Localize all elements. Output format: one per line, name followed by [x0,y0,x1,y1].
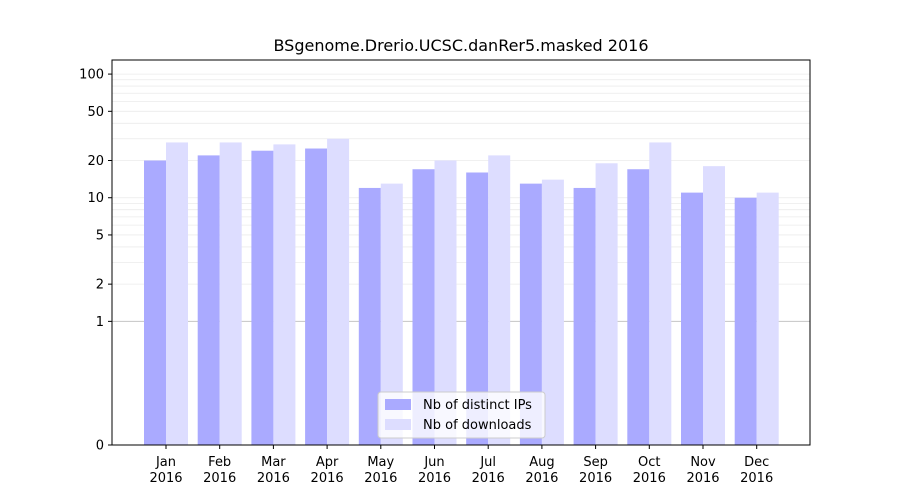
y-tick-label: 1 [96,315,104,330]
x-tick-label: Mar 2016 [257,455,290,486]
bar [734,197,757,445]
x-tick-label: Apr 2016 [311,455,344,486]
plot-frame [111,59,811,446]
bar [197,155,220,445]
x-tick-label: Jan 2016 [149,455,182,486]
bar [273,144,296,445]
bar [251,150,274,445]
bar [627,169,650,445]
x-tick-label: Jun 2016 [418,455,451,486]
grid-lines [112,73,810,322]
x-tick-label: Sep 2016 [579,455,612,486]
y-axis: 0 1 2 5 10 20 50 100 [79,68,112,454]
y-tick-label: 20 [87,154,104,169]
bar [649,142,672,445]
y-tick-label: 100 [79,68,104,83]
bar [166,142,188,445]
bar [681,192,703,445]
bar [488,155,511,445]
bar [305,148,328,445]
x-tick-label: Feb 2016 [203,455,236,486]
bar [519,183,542,445]
bar [434,160,457,445]
x-tick-label: Oct 2016 [633,455,666,486]
x-tick-label: Jul 2016 [472,455,505,486]
bar [595,163,618,445]
x-tick-label: May 2016 [364,455,397,486]
bar [466,172,489,446]
y-tick-label: 5 [96,228,104,243]
bar [380,183,403,445]
legend: Nb of distinct IPs Nb of downloads [377,391,546,439]
bar [327,138,350,446]
legend-label: Nb of downloads [423,418,532,433]
x-tick-label: Aug 2016 [525,455,558,486]
bar [756,192,779,445]
x-tick-label: Dec 2016 [740,455,773,486]
y-tick-label: 0 [96,439,104,454]
y-tick-label: 10 [87,191,104,206]
legend-box [377,391,546,439]
bar [144,160,166,445]
bars [144,138,779,446]
x-tick-label: Nov 2016 [686,455,719,486]
bar [573,187,596,445]
x-axis: Jan 2016 Feb 2016 Mar 2016 Apr 2016 May 2016 Jun 20… [149,445,773,486]
legend-swatch [385,399,411,410]
bar [358,187,381,445]
bar [219,142,242,445]
bar [541,179,564,446]
legend-swatch [385,419,411,430]
legend-label: Nb of distinct IPs [423,398,532,413]
bar [703,166,725,445]
y-tick-label: 2 [96,278,104,293]
y-tick-label: 50 [87,105,104,120]
chart-title: BSgenome.Drerio.UCSC.danRer5.masked 2016 [273,36,649,55]
bar [412,169,435,445]
